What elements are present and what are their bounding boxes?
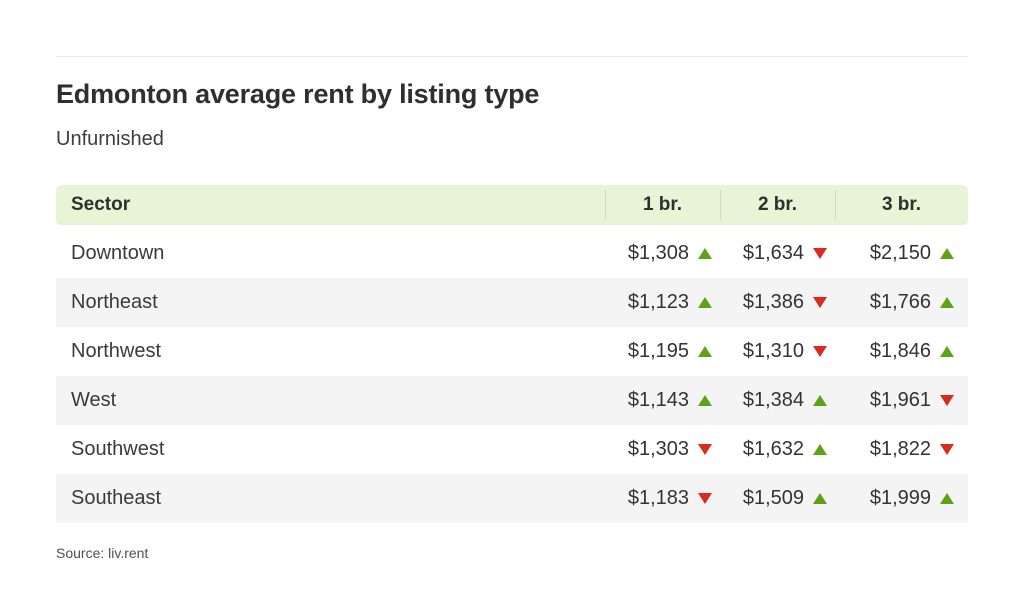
column-header-label: 2 br. [757, 194, 798, 215]
column-header-2br: 2 br. [720, 185, 835, 225]
sector-label: Northwest [71, 340, 162, 362]
rent-value-cell: $1,509 [720, 487, 835, 510]
sector-label: Northeast [71, 291, 158, 313]
price-text: $1,308 [627, 242, 689, 264]
rent-value-cell: $1,961 [835, 389, 968, 412]
down-arrow-icon [813, 297, 827, 308]
sector-label: Southeast [71, 487, 162, 509]
rent-value-cell: $2,150 [835, 242, 968, 265]
up-arrow-icon [940, 297, 954, 308]
table-row: Southwest $1,303 $1,632 $1,822 [56, 425, 968, 474]
price-text: $1,386 [742, 291, 804, 313]
price-text: $1,509 [742, 487, 804, 509]
rent-value-cell: $1,143 [605, 389, 720, 412]
column-divider [605, 190, 606, 220]
rent-value-cell: $1,310 [720, 340, 835, 363]
down-arrow-icon [813, 346, 827, 357]
up-arrow-icon [940, 493, 954, 504]
price-text: $1,123 [627, 291, 689, 313]
column-header-label: 3 br. [881, 194, 922, 215]
rent-value-cell: $1,195 [605, 340, 720, 363]
column-header-3br: 3 br. [835, 185, 968, 225]
up-arrow-icon [813, 444, 827, 455]
rent-table: Sector 1 br. 2 br. 3 br. Downtown $1,308 $… [56, 185, 968, 523]
price-text: $1,634 [742, 242, 804, 264]
price-text: $1,384 [742, 389, 804, 411]
price-text: $1,303 [627, 438, 689, 460]
rent-value-cell: $1,308 [605, 242, 720, 265]
up-arrow-icon [813, 493, 827, 504]
sector-label: West [71, 389, 117, 411]
table-header-row: Sector 1 br. 2 br. 3 br. [56, 185, 968, 225]
table-row: West $1,143 $1,384 $1,961 [56, 376, 968, 425]
up-arrow-icon [698, 346, 712, 357]
page-subtitle: Unfurnished [56, 128, 164, 150]
up-arrow-icon [940, 346, 954, 357]
page: Edmonton average rent by listing type Un… [0, 56, 1024, 561]
rent-value-cell: $1,822 [835, 438, 968, 461]
price-text: $1,632 [742, 438, 804, 460]
rent-value-cell: $1,123 [605, 291, 720, 314]
source-attribution: Source: liv.rent [56, 545, 149, 561]
up-arrow-icon [698, 297, 712, 308]
rent-value-cell: $1,766 [835, 291, 968, 314]
up-arrow-icon [813, 395, 827, 406]
table-row: Downtown $1,308 $1,634 $2,150 [56, 229, 968, 278]
price-text: $1,822 [869, 438, 931, 460]
rent-value-cell: $1,999 [835, 487, 968, 510]
rent-value-cell: $1,303 [605, 438, 720, 461]
down-arrow-icon [940, 444, 954, 455]
price-text: $1,143 [627, 389, 689, 411]
price-text: $1,766 [869, 291, 931, 313]
down-arrow-icon [940, 395, 954, 406]
sector-label: Southwest [71, 438, 165, 460]
rent-value-cell: $1,386 [720, 291, 835, 314]
sector-label: Downtown [71, 242, 165, 264]
column-divider [835, 190, 836, 220]
price-text: $1,961 [869, 389, 931, 411]
price-text: $1,310 [742, 340, 804, 362]
table-row: Southeast $1,183 $1,509 $1,999 [56, 474, 968, 523]
down-arrow-icon [698, 444, 712, 455]
column-header-label: 1 br. [642, 194, 683, 215]
rent-value-cell: $1,183 [605, 487, 720, 510]
down-arrow-icon [813, 248, 827, 259]
price-text: $2,150 [869, 242, 931, 264]
down-arrow-icon [698, 493, 712, 504]
up-arrow-icon [698, 248, 712, 259]
table-body: Downtown $1,308 $1,634 $2,150 Northeast $1,12… [56, 229, 968, 523]
price-text: $1,195 [627, 340, 689, 362]
price-text: $1,183 [627, 487, 689, 509]
rent-value-cell: $1,632 [720, 438, 835, 461]
table-row: Northwest $1,195 $1,310 $1,846 [56, 327, 968, 376]
rent-value-cell: $1,384 [720, 389, 835, 412]
up-arrow-icon [698, 395, 712, 406]
top-divider [56, 56, 968, 57]
column-header-1br: 1 br. [605, 185, 720, 225]
column-header-sector: Sector [71, 194, 131, 215]
page-title: Edmonton average rent by listing type [56, 79, 540, 109]
price-text: $1,999 [869, 487, 931, 509]
price-text: $1,846 [869, 340, 931, 362]
rent-value-cell: $1,634 [720, 242, 835, 265]
rent-value-cell: $1,846 [835, 340, 968, 363]
column-divider [720, 190, 721, 220]
table-row: Northeast $1,123 $1,386 $1,766 [56, 278, 968, 327]
up-arrow-icon [940, 248, 954, 259]
